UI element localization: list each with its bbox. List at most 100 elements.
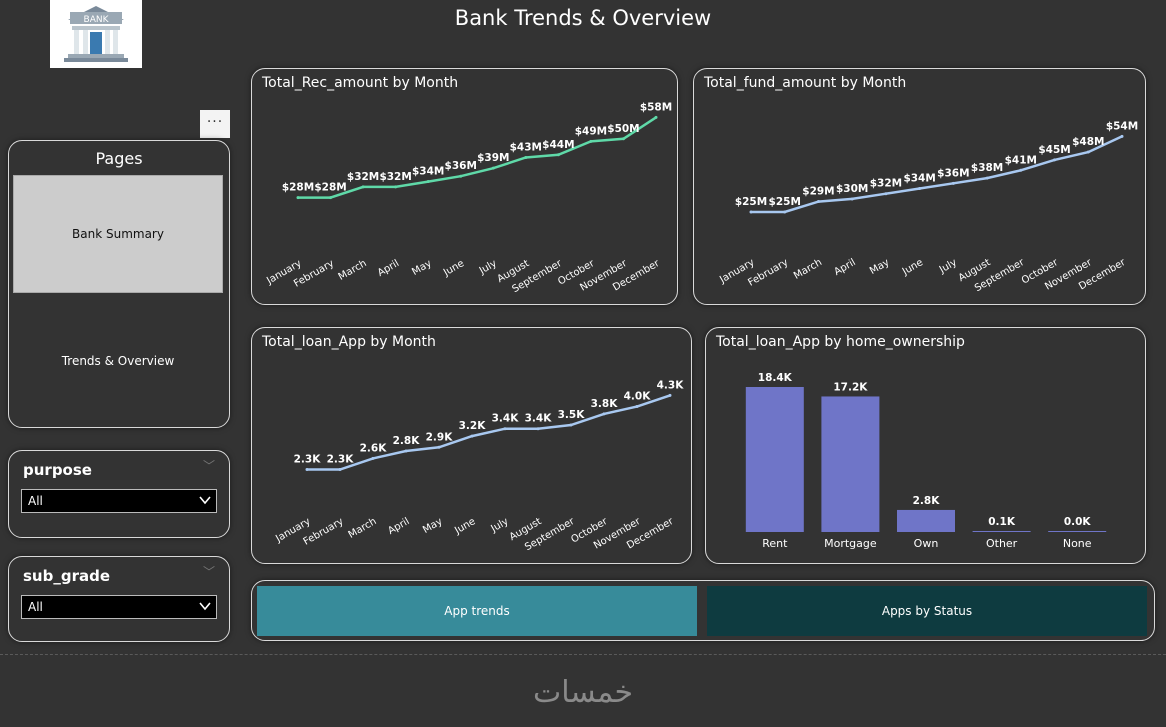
- data-point: [1120, 134, 1124, 138]
- data-point: [668, 393, 672, 397]
- data-label: $54M: [1106, 120, 1138, 132]
- chevron-down-icon[interactable]: ﹀: [202, 459, 215, 473]
- data-point: [536, 427, 540, 431]
- data-point: [621, 137, 625, 141]
- bank-building-icon: BANK: [64, 6, 128, 62]
- loan-app-month-chart-card: Total_loan_App by Month 2.3K 2.3K 2.6K 2.8K…: [251, 327, 692, 564]
- chevron-down-icon[interactable]: ﹀: [202, 565, 215, 579]
- data-label: $50M: [607, 123, 639, 135]
- data-label: $32M: [379, 171, 411, 183]
- sub-grade-slicer: sub_grade ﹀ All: [8, 556, 230, 642]
- bar: [897, 509, 955, 532]
- x-tick-label: May: [421, 516, 444, 536]
- chart-title: Total_loan_App by home_ownership: [716, 334, 965, 350]
- data-label: $25M: [769, 196, 801, 208]
- data-label: 3.5K: [558, 409, 586, 421]
- x-tick-label: March: [792, 257, 824, 282]
- data-point: [850, 197, 854, 201]
- data-point: [635, 405, 639, 409]
- x-tick-label: Mortgage: [824, 537, 877, 550]
- apps-by-status-button[interactable]: Apps by Status: [707, 586, 1147, 636]
- purpose-slicer-title: purpose: [23, 461, 92, 479]
- home-ownership-bar-chart: 18.4K Rent 17.2K Mortgage 2.8K Own 0.1K Other 0.…: [745, 372, 1107, 550]
- data-label: $28M: [282, 182, 314, 194]
- page-trends-overview[interactable]: Trends & Overview: [61, 354, 175, 368]
- x-tick-label: Own: [914, 537, 939, 550]
- data-label: 3.2K: [459, 420, 487, 432]
- data-point: [394, 185, 398, 189]
- sub-grade-dropdown[interactable]: All: [21, 595, 217, 619]
- chevron-down-icon: [199, 602, 211, 611]
- app-trends-button[interactable]: App trends: [257, 586, 697, 636]
- x-tick-label: April: [376, 258, 401, 279]
- data-label: $34M: [412, 166, 444, 178]
- data-label: 0.1K: [988, 516, 1016, 528]
- data-label: 4.3K: [657, 379, 685, 391]
- rec-amount-line-chart: $28M $28M$32M $32M $34M $36M$39M$43M $44M$49M…: [264, 101, 672, 295]
- data-label: 2.6K: [360, 442, 388, 454]
- x-tick-label: July: [937, 257, 959, 276]
- data-label: $32M: [347, 171, 379, 183]
- data-point: [371, 456, 375, 460]
- x-tick-label: May: [868, 257, 891, 277]
- data-point: [404, 449, 408, 453]
- data-point: [437, 445, 441, 449]
- data-point: [338, 467, 342, 471]
- purpose-slicer: purpose ﹀ All: [8, 450, 230, 538]
- series-line: [751, 135, 1123, 214]
- data-label: 2.3K: [327, 453, 355, 465]
- chevron-down-icon: [199, 496, 211, 505]
- data-label: $36M: [445, 160, 477, 172]
- data-point: [470, 434, 474, 438]
- bar: [972, 531, 1031, 532]
- chart-title: Total_fund_amount by Month: [704, 75, 907, 91]
- data-label: $43M: [510, 141, 542, 153]
- data-point: [296, 196, 300, 200]
- data-label: $32M: [870, 178, 902, 190]
- data-label: 2.8K: [913, 495, 941, 507]
- home-ownership-chart-card: Total_loan_App by home_ownership 18.4K Re…: [705, 327, 1146, 564]
- data-label: $25M: [735, 196, 767, 208]
- x-tick-label: May: [410, 258, 433, 278]
- data-label: 17.2K: [833, 381, 868, 393]
- bar: [821, 396, 880, 532]
- data-label: 0.0K: [1064, 516, 1092, 528]
- data-point: [569, 423, 573, 427]
- data-label: 18.4K: [758, 372, 793, 384]
- data-point: [749, 210, 753, 214]
- x-tick-label: July: [477, 258, 499, 277]
- data-point: [1086, 150, 1090, 154]
- data-label: 3.4K: [492, 413, 520, 425]
- loan-app-month-line-chart: 2.3K 2.3K 2.6K 2.8K 2.9K 3.2K 3.4K 3.4K 3.5K 3.8K…: [273, 379, 685, 553]
- data-label: 2.3K: [294, 453, 322, 465]
- chart-title: Total_Rec_amount by Month: [262, 75, 459, 91]
- fund-amount-chart-card: Total_fund_amount by Month $25M $25M $29M $…: [693, 68, 1146, 305]
- page-bank-summary[interactable]: Bank Summary: [13, 175, 223, 293]
- data-label: $58M: [640, 101, 672, 113]
- data-label: $29M: [802, 186, 834, 198]
- x-tick-label: July: [489, 516, 511, 535]
- purpose-dropdown[interactable]: All: [21, 489, 217, 513]
- data-point: [491, 166, 495, 170]
- pages-navigator: Pages Bank Summary Trends & Overview: [8, 140, 230, 428]
- data-label: 2.9K: [426, 431, 454, 443]
- data-label: $38M: [971, 162, 1003, 174]
- data-point: [459, 174, 463, 178]
- bar: [1048, 531, 1107, 532]
- x-tick-label: April: [386, 516, 411, 537]
- bank-logo-text: BANK: [84, 15, 110, 25]
- x-tick-label: April: [832, 257, 857, 278]
- x-tick-label: None: [1063, 537, 1092, 550]
- data-point: [1019, 168, 1023, 172]
- data-label: $45M: [1038, 144, 1070, 156]
- data-label: 3.8K: [591, 398, 619, 410]
- x-tick-label: March: [347, 516, 379, 541]
- data-point: [602, 412, 606, 416]
- chart-title: Total_loan_App by Month: [262, 334, 436, 350]
- data-label: 3.4K: [525, 413, 553, 425]
- data-point: [884, 192, 888, 196]
- rec-amount-chart-card: Total_Rec_amount by Month $28M $28M $32M $3…: [251, 68, 678, 305]
- more-options-button[interactable]: ···: [200, 110, 230, 138]
- data-point: [816, 200, 820, 204]
- data-label: $28M: [314, 182, 346, 194]
